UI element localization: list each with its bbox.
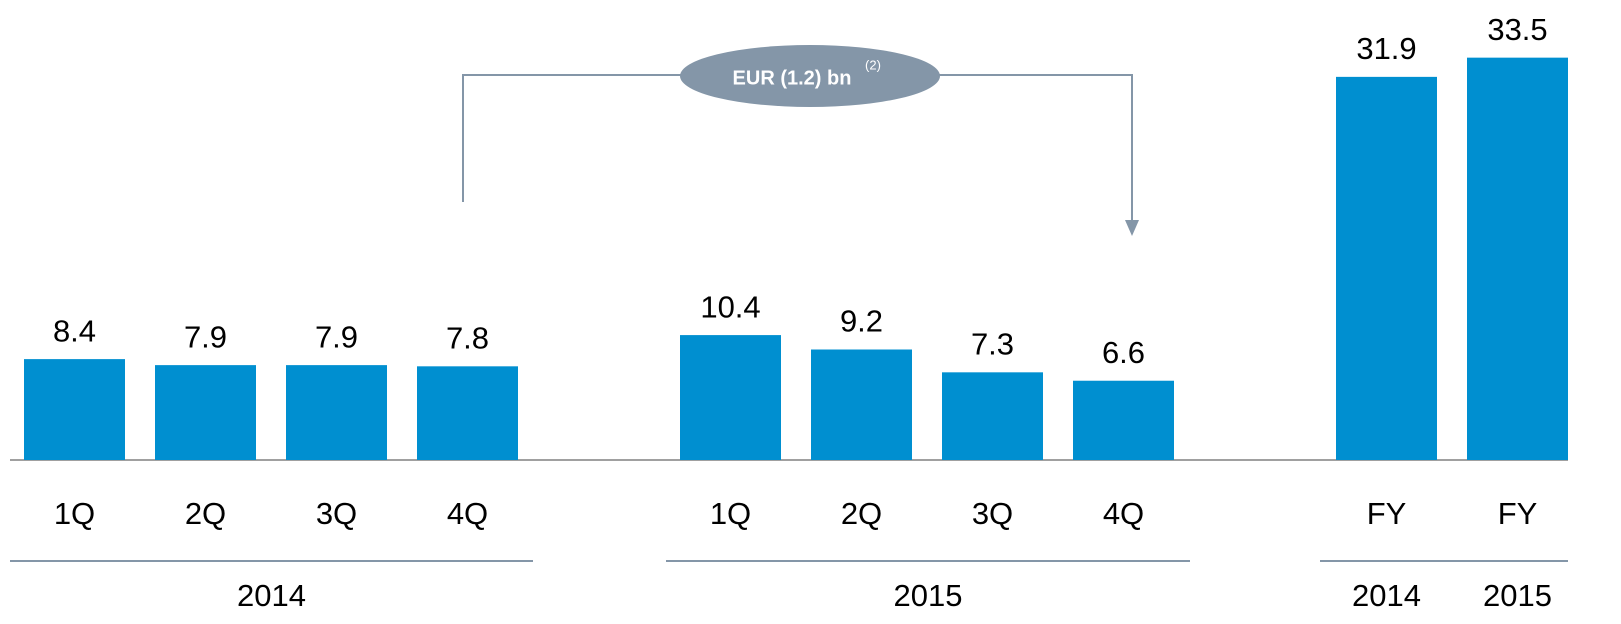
x-tick-label: 3Q: [972, 496, 1013, 531]
bar: [417, 366, 518, 460]
value-label: 7.8: [446, 321, 489, 356]
bar: [942, 372, 1043, 460]
group-label: 2015: [1483, 578, 1552, 613]
value-label: 10.4: [700, 289, 760, 324]
bar: [286, 365, 387, 460]
group-label: 2014: [1352, 578, 1421, 613]
arrow-head: [1125, 220, 1139, 236]
x-tick-label: FY: [1367, 496, 1407, 531]
annotation-bubble: [680, 45, 940, 107]
bracket-left: [462, 74, 682, 202]
bar: [680, 335, 781, 460]
x-tick-label: 3Q: [316, 496, 357, 531]
value-label: 31.9: [1356, 31, 1416, 66]
group-label: 2014: [237, 578, 306, 613]
bar: [24, 359, 125, 460]
x-tick-label: 2Q: [185, 496, 226, 531]
value-label: 6.6: [1102, 335, 1145, 370]
bracket-right: [938, 74, 1133, 220]
annotation-superscript: (2): [865, 57, 881, 72]
value-label: 33.5: [1487, 12, 1547, 47]
value-label: 8.4: [53, 313, 96, 348]
value-label: 7.3: [971, 327, 1014, 362]
value-label: 7.9: [315, 319, 358, 354]
x-tick-label: 1Q: [710, 496, 751, 531]
bar: [155, 365, 256, 460]
x-tick-label: 2Q: [841, 496, 882, 531]
x-tick-label: 4Q: [1103, 496, 1144, 531]
bar: [1467, 57, 1568, 460]
x-tick-label: 1Q: [54, 496, 95, 531]
x-tick-label: FY: [1498, 496, 1538, 531]
value-label: 7.9: [184, 319, 227, 354]
x-tick-label: 4Q: [447, 496, 488, 531]
bar: [811, 349, 912, 460]
bar: [1073, 380, 1174, 460]
value-label: 9.2: [840, 304, 883, 339]
group-label: 2015: [894, 578, 963, 613]
annotation: EUR (1.2) bn: [733, 67, 852, 89]
bar: [1336, 76, 1437, 460]
